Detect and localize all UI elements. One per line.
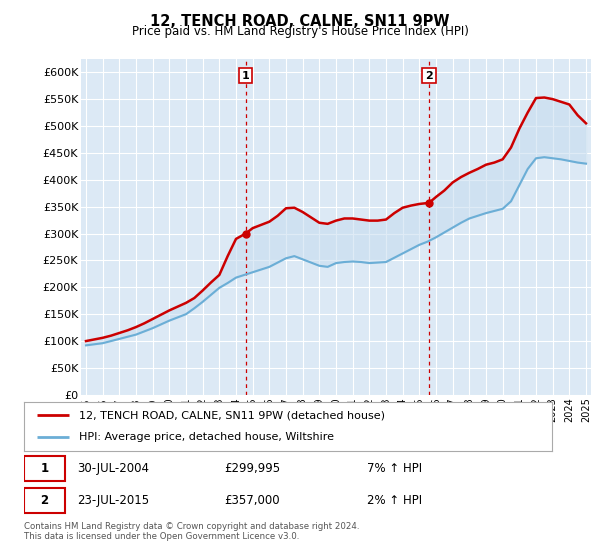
Text: 12, TENCH ROAD, CALNE, SN11 9PW: 12, TENCH ROAD, CALNE, SN11 9PW — [150, 14, 450, 29]
Text: £357,000: £357,000 — [224, 494, 280, 507]
Text: 23-JUL-2015: 23-JUL-2015 — [77, 494, 149, 507]
Text: 2% ↑ HPI: 2% ↑ HPI — [367, 494, 422, 507]
Text: 1: 1 — [41, 462, 49, 475]
Text: 12, TENCH ROAD, CALNE, SN11 9PW (detached house): 12, TENCH ROAD, CALNE, SN11 9PW (detache… — [79, 410, 385, 421]
Text: 1: 1 — [242, 71, 250, 81]
Text: HPI: Average price, detached house, Wiltshire: HPI: Average price, detached house, Wilt… — [79, 432, 334, 442]
Text: Price paid vs. HM Land Registry's House Price Index (HPI): Price paid vs. HM Land Registry's House … — [131, 25, 469, 38]
Text: 2: 2 — [41, 494, 49, 507]
Text: £299,995: £299,995 — [224, 462, 281, 475]
Text: 2: 2 — [425, 71, 433, 81]
FancyBboxPatch shape — [24, 456, 65, 480]
Text: 30-JUL-2004: 30-JUL-2004 — [77, 462, 149, 475]
Text: Contains HM Land Registry data © Crown copyright and database right 2024.
This d: Contains HM Land Registry data © Crown c… — [24, 522, 359, 542]
Text: 7% ↑ HPI: 7% ↑ HPI — [367, 462, 422, 475]
FancyBboxPatch shape — [24, 488, 65, 513]
